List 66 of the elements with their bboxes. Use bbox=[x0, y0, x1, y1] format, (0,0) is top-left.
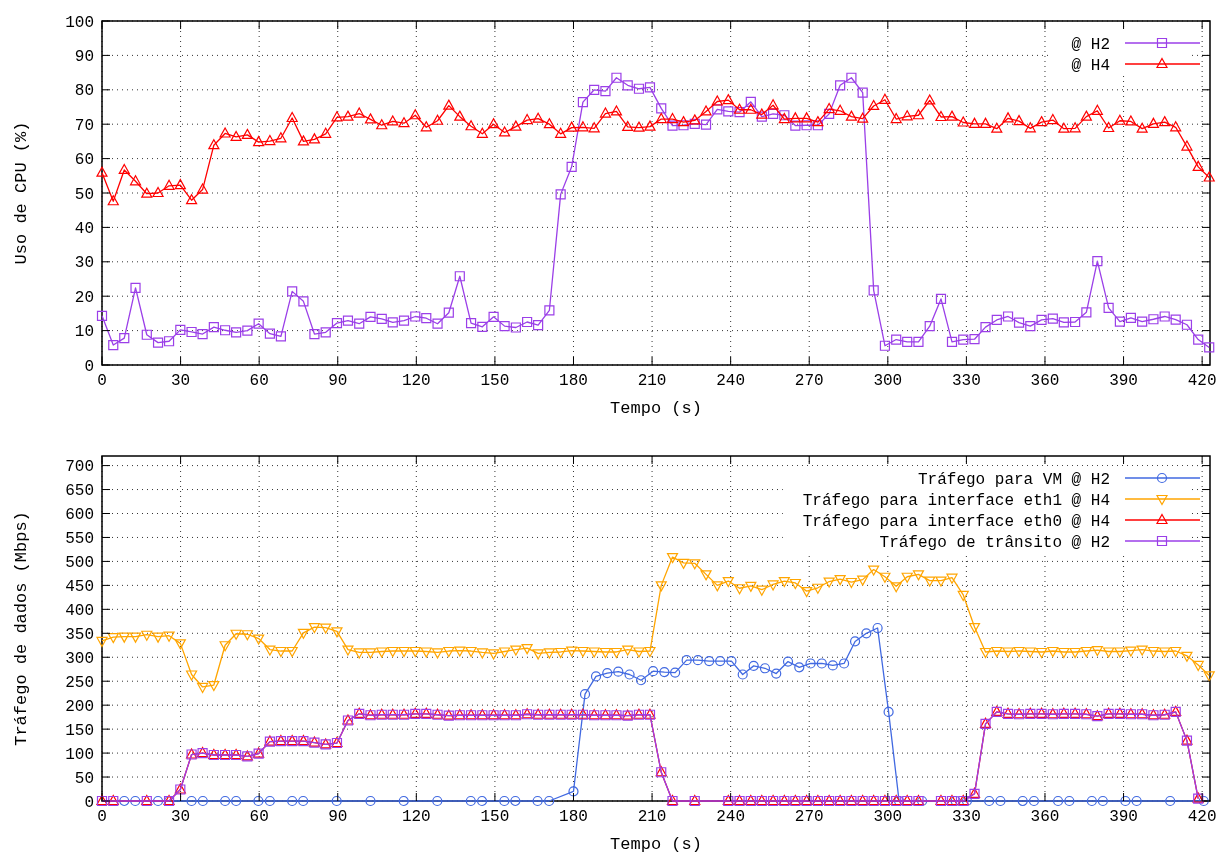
x-tick-label: 180 bbox=[559, 372, 588, 390]
legend-label: Tráfego de trânsito @ H2 bbox=[879, 533, 1110, 552]
x-tick-label: 270 bbox=[794, 808, 824, 826]
legend-label: Tráfego para interface eth1 @ H4 bbox=[802, 491, 1110, 510]
x-tick-label: 120 bbox=[401, 808, 431, 826]
y-tick-label: 90 bbox=[74, 48, 94, 66]
x-tick-label: 420 bbox=[1187, 808, 1217, 826]
x-tick-label: 90 bbox=[328, 808, 348, 826]
legend-label: Tráfego para VM @ H2 bbox=[917, 470, 1110, 489]
x-tick-label: 60 bbox=[249, 808, 269, 826]
y-tick-label: 550 bbox=[65, 530, 94, 549]
y-tick-label: 0 bbox=[84, 793, 94, 812]
y-tick-label: 100 bbox=[65, 13, 94, 32]
x-tick-label: 90 bbox=[328, 372, 348, 390]
x-tick-label: 330 bbox=[951, 808, 981, 826]
x-axis-title: Tempo (s) bbox=[610, 399, 702, 418]
x-tick-label: 210 bbox=[637, 372, 667, 390]
x-tick-label: 270 bbox=[794, 372, 824, 390]
y-tick-label: 50 bbox=[74, 769, 94, 788]
y-tick-label: 0 bbox=[84, 357, 94, 376]
x-axis-title: Tempo (s) bbox=[610, 835, 702, 854]
y-tick-label: 40 bbox=[74, 220, 94, 238]
x-tick-label: 240 bbox=[716, 808, 746, 826]
x-tick-label: 150 bbox=[480, 372, 510, 390]
y-tick-label: 500 bbox=[65, 554, 94, 573]
x-tick-label: 180 bbox=[559, 808, 588, 826]
y-axis-title: Tráfego de dados (Mbps) bbox=[12, 511, 31, 746]
x-tick-label: 360 bbox=[1030, 808, 1060, 826]
legend-label: Tráfego para interface eth0 @ H4 bbox=[802, 512, 1110, 531]
y-tick-label: 600 bbox=[65, 506, 94, 525]
x-tick-label: 60 bbox=[249, 372, 269, 390]
x-tick-label: 120 bbox=[401, 372, 431, 390]
legend-label: @ H4 bbox=[1071, 56, 1110, 75]
y-tick-label: 350 bbox=[65, 625, 94, 644]
x-tick-label: 360 bbox=[1030, 372, 1060, 390]
x-tick-label: 0 bbox=[97, 372, 107, 390]
x-tick-label: 30 bbox=[170, 808, 191, 826]
x-tick-label: 30 bbox=[170, 372, 191, 390]
y-tick-label: 400 bbox=[65, 601, 94, 620]
x-tick-label: 300 bbox=[873, 808, 903, 826]
y-tick-label: 80 bbox=[74, 82, 94, 101]
y-tick-label: 100 bbox=[65, 745, 94, 764]
y-tick-label: 450 bbox=[65, 577, 94, 596]
x-tick-label: 0 bbox=[97, 808, 107, 826]
x-tick-label: 420 bbox=[1187, 372, 1217, 390]
y-axis-title: Uso de CPU (%) bbox=[12, 121, 31, 265]
y-tick-label: 50 bbox=[74, 185, 94, 204]
y-tick-label: 70 bbox=[74, 116, 94, 135]
x-tick-label: 390 bbox=[1109, 372, 1138, 390]
x-tick-label: 330 bbox=[951, 372, 981, 390]
y-tick-label: 700 bbox=[65, 458, 94, 477]
y-tick-label: 250 bbox=[65, 673, 94, 692]
x-tick-label: 240 bbox=[716, 372, 746, 390]
x-tick-label: 390 bbox=[1109, 808, 1138, 826]
y-tick-label: 200 bbox=[65, 697, 94, 716]
y-tick-label: 150 bbox=[65, 721, 94, 740]
y-tick-label: 300 bbox=[65, 649, 94, 668]
y-tick-label: 650 bbox=[65, 482, 94, 501]
x-tick-label: 300 bbox=[873, 372, 903, 390]
x-tick-label: 210 bbox=[637, 808, 667, 826]
legend-label: @ H2 bbox=[1071, 35, 1110, 54]
y-tick-label: 10 bbox=[74, 323, 94, 342]
y-tick-label: 20 bbox=[74, 288, 94, 307]
x-tick-label: 150 bbox=[480, 808, 510, 826]
y-tick-label: 30 bbox=[74, 254, 94, 273]
y-tick-label: 60 bbox=[74, 151, 94, 170]
